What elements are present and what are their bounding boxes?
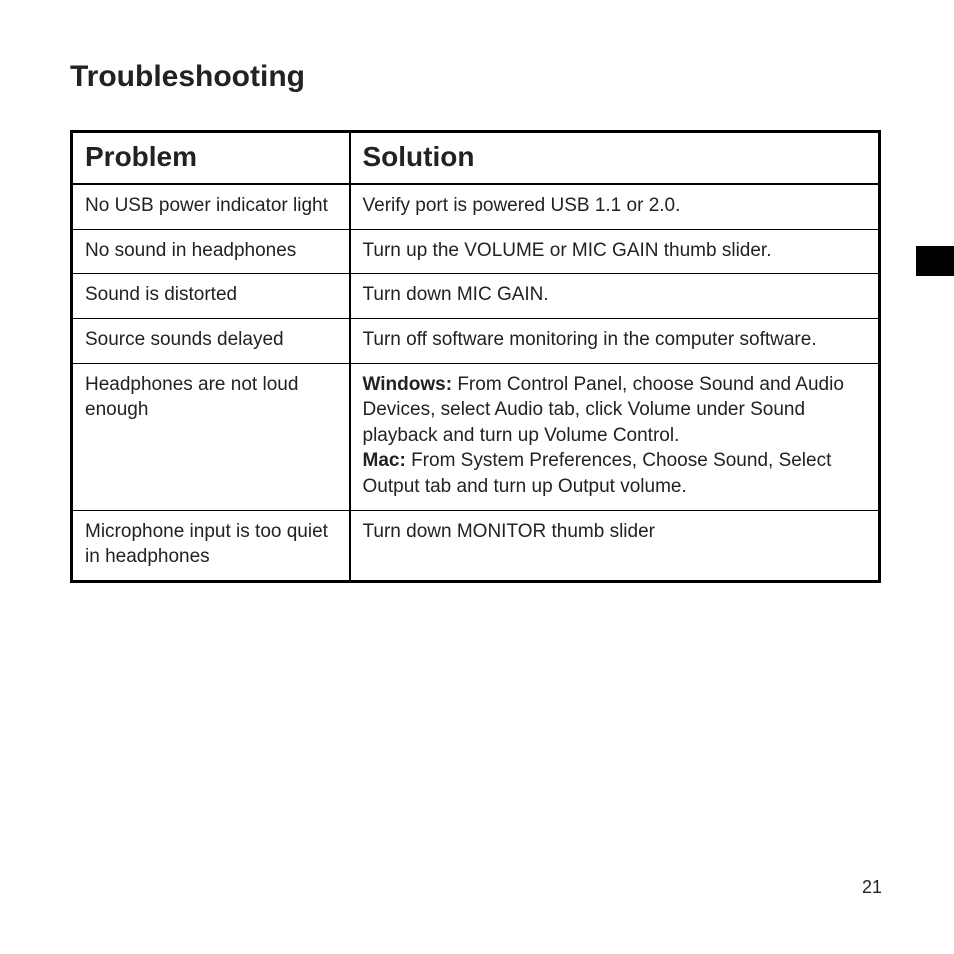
cell-problem: Headphones are not loud enough (72, 363, 350, 510)
table-row: No USB power indicator light Verify port … (72, 184, 880, 229)
table-row: Sound is distorted Turn down MIC GAIN. (72, 274, 880, 319)
troubleshooting-table: Problem Solution No USB power indicator … (70, 130, 881, 583)
col-header-solution: Solution (350, 132, 880, 185)
cell-solution: Verify port is powered USB 1.1 or 2.0. (350, 184, 880, 229)
bold-label: Windows: (363, 374, 453, 395)
cell-problem: Source sounds delayed (72, 318, 350, 363)
cell-problem: No sound in headphones (72, 229, 350, 274)
cell-problem: Microphone input is too quiet in headpho… (72, 510, 350, 581)
text-run: From System Preferences, Choose Sound, S… (363, 450, 832, 497)
cell-solution: Turn off software monitoring in the comp… (350, 318, 880, 363)
col-header-problem: Problem (72, 132, 350, 185)
text-run: Turn down MIC GAIN. (363, 284, 549, 305)
cell-solution: Turn up the VOLUME or MIC GAIN thumb sli… (350, 229, 880, 274)
bold-label: Mac: (363, 450, 406, 471)
cell-solution: Turn down MIC GAIN. (350, 274, 880, 319)
text-run: Turn off software monitoring in the comp… (363, 329, 817, 350)
cell-problem: No USB power indicator light (72, 184, 350, 229)
table-row: Microphone input is too quiet in headpho… (72, 510, 880, 581)
table-row: Headphones are not loud enoughWindows: F… (72, 363, 880, 510)
page-title: Troubleshooting (70, 60, 884, 94)
text-run: Turn up the VOLUME or MIC GAIN thumb sli… (363, 240, 772, 261)
cell-solution: Windows: From Control Panel, choose Soun… (350, 363, 880, 510)
table-row: No sound in headphones Turn up the VOLUME… (72, 229, 880, 274)
page-number: 21 (862, 877, 882, 898)
cell-solution: Turn down MONITOR thumb slider (350, 510, 880, 581)
table-row: Source sounds delayed Turn off software m… (72, 318, 880, 363)
table-header-row: Problem Solution (72, 132, 880, 185)
cell-problem: Sound is distorted (72, 274, 350, 319)
page-edge-tab (916, 246, 954, 276)
text-run: Verify port is powered USB 1.1 or 2.0. (363, 195, 681, 216)
text-run: Turn down MONITOR thumb slider (363, 521, 655, 542)
